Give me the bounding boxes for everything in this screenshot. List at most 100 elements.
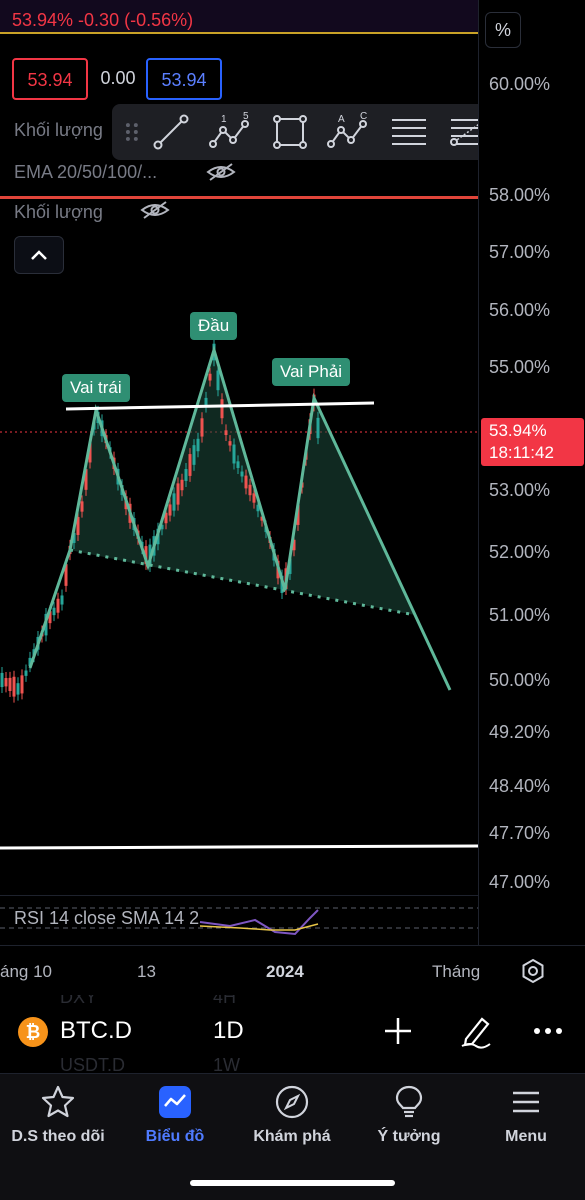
rectangle-icon	[273, 115, 308, 149]
price-axis-label: 56.00%	[489, 300, 551, 320]
candle-body	[24, 670, 28, 676]
time-axis[interactable]: áng 10 13 2024 Tháng	[0, 945, 585, 995]
eye-hidden-icon[interactable]	[206, 162, 236, 182]
support-line[interactable]	[0, 844, 478, 850]
svg-text:A: A	[338, 114, 345, 125]
pattern-fill	[70, 350, 415, 615]
svg-text:C: C	[360, 112, 367, 122]
candle-body	[88, 442, 92, 463]
more-dots-icon[interactable]	[530, 1013, 566, 1049]
candle-body	[244, 475, 248, 489]
time-label: 2024	[266, 962, 304, 981]
ghost-symbol: DXY	[60, 995, 98, 1007]
trend-line-tool[interactable]	[142, 112, 201, 152]
settings-gear-icon[interactable]	[520, 958, 546, 984]
candle-body	[8, 677, 12, 692]
nav-watchlist[interactable]: D.S theo dõi	[0, 1084, 116, 1154]
candle-body	[200, 418, 204, 437]
head-label[interactable]: Đầu	[190, 312, 238, 340]
candle-body	[248, 484, 252, 496]
plus-icon[interactable]	[380, 1013, 416, 1049]
candle-body	[4, 678, 8, 687]
candle-body	[236, 461, 240, 468]
time-label: áng 10	[0, 962, 52, 981]
candle-body	[204, 397, 208, 407]
candle-body	[0, 672, 4, 688]
price-chart-canvas[interactable]	[0, 0, 478, 945]
bottom-navigation[interactable]: D.S theo dõi Biểu đồ Khám phá Ý tưởng Me…	[0, 1073, 585, 1200]
right-shoulder-label[interactable]: Vai Phải	[272, 358, 351, 386]
candle-body	[28, 657, 32, 667]
pencil-draw-icon[interactable]	[458, 1013, 494, 1049]
candle-body	[164, 512, 168, 524]
candle-body	[144, 546, 148, 564]
head-shoulders-outline[interactable]	[28, 344, 452, 691]
price-change-strip: 53.94% -0.30 (-0.56%)	[0, 0, 478, 34]
compass-icon	[275, 1085, 309, 1119]
ghost-interval: 4H	[213, 995, 237, 1007]
candle-body	[316, 417, 320, 439]
candle-body	[296, 505, 300, 525]
price-change-text: 53.94% -0.30 (-0.56%)	[12, 10, 194, 30]
time-label: 13	[137, 962, 156, 981]
symbol-bar[interactable]: DXY 4H USDT.D 1W ₿ BTC.D 1D	[0, 995, 585, 1073]
collapse-legend-button[interactable]	[14, 236, 64, 274]
nav-label: Menu	[505, 1128, 547, 1145]
candle-body	[252, 493, 256, 503]
nav-chart[interactable]: Biểu đồ	[117, 1084, 233, 1154]
lightbulb-icon	[395, 1085, 423, 1118]
rsi-label[interactable]: RSI 14 close SMA 14 2	[14, 908, 200, 928]
left-shoulder-label[interactable]: Vai trái	[62, 374, 130, 402]
candle-body	[64, 564, 68, 586]
nav-explore[interactable]: Khám phá	[234, 1084, 350, 1154]
candle-body	[240, 471, 244, 477]
rsi-pane[interactable]: RSI 14 close SMA 14 2	[0, 895, 478, 945]
candle-body	[16, 683, 20, 695]
legend-volume[interactable]: Khối lượng	[14, 120, 103, 140]
interval-selector[interactable]: 1D	[213, 1017, 244, 1044]
abcd-pattern-tool[interactable]: A C	[320, 112, 379, 152]
chart-area[interactable]: 53.94% -0.30 (-0.56%) 53.94 0.00 53.94 K…	[0, 0, 557, 945]
ohlc-value-mid: 0.00	[100, 68, 136, 88]
price-axis-label: 51.00%	[489, 605, 551, 625]
percent-scale-button[interactable]: %	[485, 12, 521, 48]
svg-text:1: 1	[221, 114, 227, 125]
price-axis-label: 48.40%	[489, 776, 551, 796]
candle-body	[56, 598, 60, 613]
candle-body	[192, 445, 196, 465]
legend-volume-2[interactable]: Khối lượng	[14, 202, 103, 222]
candle-body	[256, 504, 260, 512]
parallel-channel-tool[interactable]	[379, 112, 438, 152]
star-icon	[41, 1085, 75, 1118]
candlestick-series	[0, 337, 320, 703]
eye-hidden-icon[interactable]	[140, 200, 170, 220]
candle-body	[220, 399, 224, 419]
abcd-pattern-icon: A C	[327, 112, 368, 148]
resistance-line[interactable]	[65, 401, 375, 411]
candle-body	[60, 595, 64, 605]
ohlc-value-blue: 53.94	[146, 58, 222, 100]
chevron-up-icon	[31, 250, 47, 260]
price-axis[interactable]: % 60.00% 58.00% 57.00% 56.00% 55.00% 53.00% 52…	[478, 0, 585, 945]
current-price-value: 53.94%	[489, 421, 547, 440]
symbol-name[interactable]: BTC.D	[60, 1017, 132, 1044]
candle-body	[184, 469, 188, 481]
legend-ema[interactable]: EMA 20/50/100/...	[14, 162, 158, 182]
drag-handle-icon[interactable]	[122, 120, 142, 144]
candle-body	[20, 675, 24, 694]
price-axis-label: 50.00%	[489, 670, 551, 690]
nav-menu[interactable]: Menu	[468, 1084, 584, 1154]
elliott-wave-tool[interactable]: 1 5	[201, 112, 260, 152]
candle-body	[172, 493, 176, 511]
trend-line-icon	[153, 114, 189, 150]
ghost-symbol: USDT.D	[60, 1055, 126, 1073]
nav-ideas[interactable]: Ý tưởng	[351, 1084, 467, 1154]
current-price-tag: 53.94% 18:11:42	[481, 418, 584, 466]
candle-body	[260, 516, 264, 521]
hamburger-menu-icon	[513, 1091, 539, 1113]
candle-body	[228, 441, 232, 446]
candle-body	[160, 524, 164, 530]
nav-label: Biểu đồ	[145, 1128, 205, 1145]
candle-body	[80, 501, 84, 512]
rectangle-tool[interactable]	[260, 112, 319, 152]
